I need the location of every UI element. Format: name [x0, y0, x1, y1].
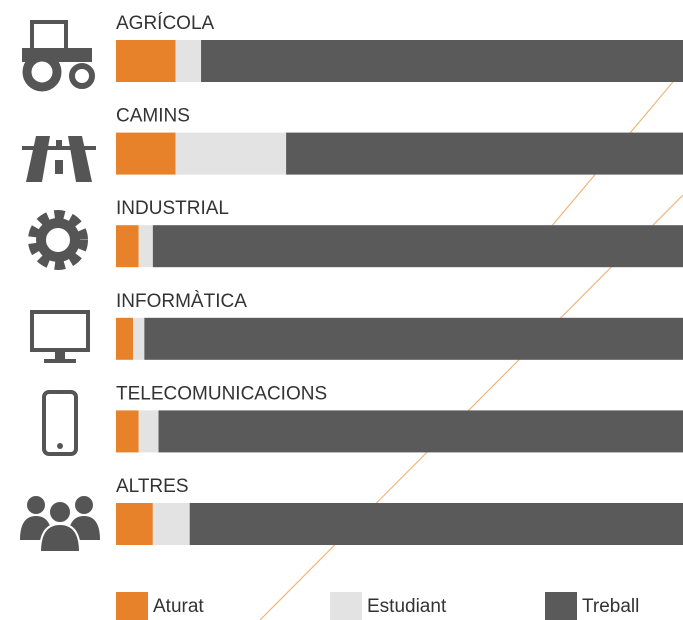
- category-label: AGRÍCOLA: [116, 13, 215, 34]
- category-label: INDUSTRIAL: [116, 198, 229, 219]
- bar-segment: [138, 225, 153, 268]
- bar-segment: [133, 317, 145, 360]
- phone-icon: [42, 390, 78, 456]
- bar-segment: [175, 40, 202, 82]
- bar-segment: [175, 132, 287, 175]
- bar-segment: [144, 317, 683, 360]
- bar-segment: [116, 503, 153, 545]
- category-label: TELECOMUNICACIONS: [116, 383, 327, 404]
- icons: [20, 20, 100, 553]
- people-icon: [20, 496, 100, 553]
- category-label: INFORMÀTICA: [116, 291, 247, 312]
- bar-segment: [138, 410, 159, 453]
- bar-segment: [201, 40, 683, 82]
- bar-segment: [116, 410, 139, 453]
- monitor-icon: [30, 310, 90, 363]
- category-label: ALTRES: [116, 476, 189, 497]
- bar-segment: [116, 132, 176, 175]
- road-icon: [22, 136, 96, 182]
- legend-swatch: [116, 592, 148, 620]
- legend-label: Aturat: [153, 596, 204, 617]
- legend-swatch: [330, 592, 362, 620]
- legend-label: Treball: [582, 596, 639, 617]
- bar-segment: [286, 132, 683, 175]
- bar-segment: [158, 410, 683, 453]
- bar-segment: [189, 503, 683, 545]
- tractor-icon: [22, 20, 95, 92]
- bar-segment: [152, 225, 683, 268]
- bar-segment: [116, 225, 139, 268]
- bar-segment: [116, 317, 134, 360]
- category-label: CAMINS: [116, 106, 190, 127]
- gear-icon: [28, 210, 88, 270]
- bar-segment: [152, 503, 190, 545]
- legend-swatch: [545, 592, 577, 620]
- bar-segment: [116, 40, 176, 82]
- legend-label: Estudiant: [367, 596, 447, 617]
